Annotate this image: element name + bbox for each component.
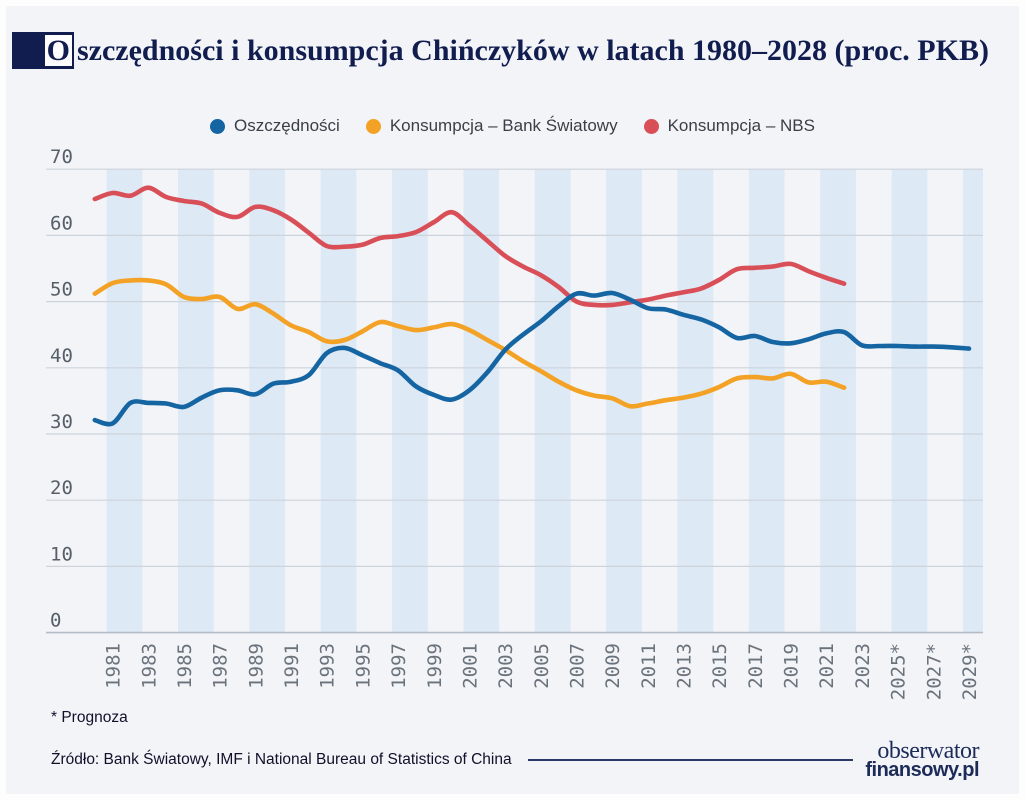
x-tick-label: 2009 <box>602 643 624 689</box>
x-tick-label: 2017 <box>745 643 767 689</box>
x-tick-label: 2027* <box>923 643 945 700</box>
background-band <box>748 169 785 633</box>
y-tick-label: 60 <box>50 212 73 234</box>
series-line-konsumpcja-nbs <box>92 185 847 308</box>
y-tick-label: 0 <box>50 610 61 632</box>
title-accent-box: O <box>12 32 74 69</box>
legend-item-0: Oszczędności <box>210 116 340 136</box>
source-divider-line <box>527 759 854 761</box>
y-tick-label: 50 <box>50 279 73 301</box>
y-tick-label: 30 <box>50 411 73 433</box>
x-tick-label: 1989 <box>245 643 267 689</box>
x-tick-label: 2001 <box>459 643 481 689</box>
background-band <box>820 169 856 633</box>
legend-item-2: Konsumpcja – NBS <box>643 116 815 136</box>
x-tick-label: 2005 <box>531 643 553 689</box>
x-tick-label: 2029* <box>959 643 981 700</box>
title-first-letter-patch: O <box>44 33 72 67</box>
background-band <box>677 169 714 633</box>
forecast-footnote: * Prognoza <box>51 709 128 726</box>
series-line-konsumpcja-bank-wiatowy <box>92 277 847 409</box>
background-band <box>962 169 983 633</box>
background-band <box>534 169 571 633</box>
chart-legend: Oszczędności Konsumpcja – Bank Światowy Ko… <box>6 116 1019 136</box>
title-row: O szczędności i konsumpcja Chińczyków w … <box>12 32 989 69</box>
x-tick-label: 2011 <box>638 643 660 689</box>
source-text: Źródło: Bank Światowy, IMF i National Bu… <box>51 751 512 768</box>
page-title: szczędności i konsumpcja Chińczyków w la… <box>77 33 989 67</box>
source-row: Źródło: Bank Światowy, IMF i National Bu… <box>51 737 979 783</box>
legend-label: Konsumpcja – Bank Światowy <box>389 116 618 135</box>
obserwator-finansowy-logo: obserwator finansowy.pl <box>865 737 979 781</box>
x-tick-label: 2013 <box>674 643 696 689</box>
logo-line-1: obserwator <box>877 737 979 764</box>
x-tick-label: 1995 <box>352 643 374 689</box>
legend-label: Oszczędności <box>234 116 340 135</box>
x-tick-label: 1987 <box>210 643 232 689</box>
x-tick-label: 2021 <box>816 643 838 689</box>
x-tick-label: 2007 <box>566 643 588 689</box>
x-tick-label: 1981 <box>103 643 125 689</box>
y-tick-label: 70 <box>50 146 73 168</box>
x-tick-label: 1991 <box>281 643 303 689</box>
x-tick-label: 1997 <box>388 643 410 689</box>
background-band <box>606 169 642 633</box>
legend-label: Konsumpcja – NBS <box>667 116 815 135</box>
x-tick-label: 2019 <box>781 643 803 689</box>
background-band <box>891 169 928 633</box>
background-band <box>463 169 500 633</box>
line-chart: 0 10 20 30 40 50 60 70 1981 1983 1985 1987 1989 1991 1… <box>46 146 983 700</box>
legend-item-1: Konsumpcja – Bank Światowy <box>365 116 618 136</box>
legend-dot-icon <box>210 118 226 134</box>
y-tick-label: 10 <box>50 543 73 565</box>
x-tick-label: 2025* <box>888 643 910 700</box>
legend-dot-icon <box>643 118 659 134</box>
x-tick-label: 2003 <box>495 643 517 689</box>
background-band <box>320 169 357 633</box>
legend-dot-icon <box>365 118 381 134</box>
x-tick-label: 1993 <box>317 643 339 689</box>
logo-line-2: finansowy.pl <box>865 758 979 781</box>
x-tick-label: 1999 <box>424 643 446 689</box>
title-first-letter: O <box>46 33 70 67</box>
x-tick-label: 1983 <box>138 643 160 689</box>
background-band <box>392 169 428 633</box>
y-tick-label: 40 <box>50 345 73 367</box>
y-tick-label: 20 <box>50 477 73 499</box>
x-tick-label: 1985 <box>174 643 196 689</box>
x-tick-label: 2023 <box>852 643 874 689</box>
series-line-oszcz-dno-ci <box>92 290 972 427</box>
background-band <box>249 169 286 633</box>
x-tick-label: 2015 <box>709 643 731 689</box>
